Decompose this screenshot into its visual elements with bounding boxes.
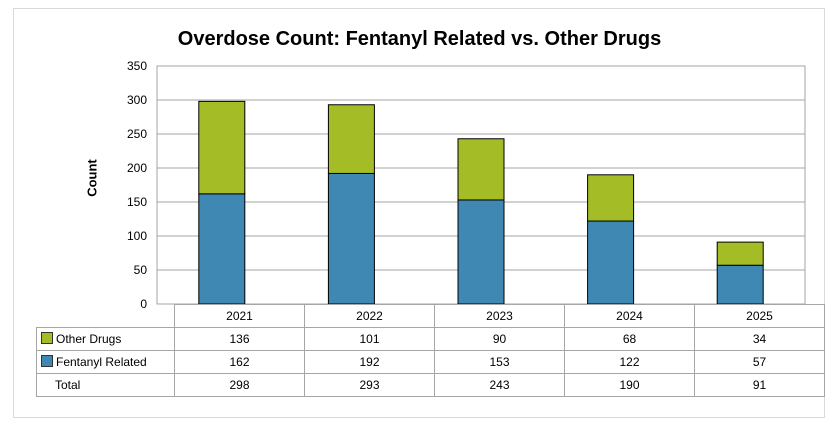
bar-fentanyl-related-2022	[327, 172, 375, 305]
data-label: 162	[174, 350, 305, 374]
bar-other-drugs-2023	[457, 138, 505, 201]
data-label: 293	[304, 373, 435, 397]
table-row: Total 298 293 243 190 91	[36, 373, 825, 397]
legend-entry: Total	[36, 373, 175, 397]
legend-entry: Other Drugs	[36, 327, 175, 351]
y-tick-label: 150	[127, 195, 147, 209]
data-label: 136	[174, 327, 305, 351]
y-tick-label: 50	[134, 263, 148, 277]
chart-title: Overdose Count: Fentanyl Related vs. Oth…	[177, 28, 662, 50]
table-row: Other Drugs 136 101 90 68 34	[36, 327, 825, 351]
bar-other-drugs-2024	[587, 174, 635, 222]
row-label: Total	[55, 378, 81, 392]
bar-fentanyl-related-2023	[457, 199, 505, 305]
data-label: 57	[694, 350, 825, 374]
y-tick-label: 100	[127, 229, 147, 243]
data-label: 153	[434, 350, 565, 374]
y-tick-label: 200	[127, 161, 147, 175]
legend-swatch	[41, 355, 53, 367]
x-tick-label: 2021	[174, 304, 305, 328]
bar-other-drugs-2025	[716, 241, 764, 266]
data-label: 101	[304, 327, 435, 351]
data-table: 2021 2022 2023 2024 2025 Other Drugs 136 101 90 6…	[36, 304, 825, 397]
legend-entry: Fentanyl Related	[36, 350, 175, 374]
bar-other-drugs-2021	[198, 100, 246, 195]
y-tick-label: 350	[127, 59, 147, 73]
data-label: 192	[304, 350, 435, 374]
data-label: 34	[694, 327, 825, 351]
y-tick-label: 250	[127, 127, 147, 141]
bar-fentanyl-related-2021	[198, 193, 246, 305]
x-tick-label: 2023	[434, 304, 565, 328]
data-label: 243	[434, 373, 565, 397]
x-tick-label: 2024	[564, 304, 695, 328]
bar-other-drugs-2022	[327, 104, 375, 174]
data-label: 190	[564, 373, 695, 397]
table-corner	[36, 304, 175, 328]
data-label: 90	[434, 327, 565, 351]
y-tick-label: 0	[140, 297, 147, 311]
row-label: Other Drugs	[56, 332, 122, 346]
legend-swatch	[41, 332, 53, 344]
y-tick-label: 300	[127, 93, 147, 107]
table-row: Fentanyl Related 162 192 153 122 57	[36, 350, 825, 374]
data-label: 122	[564, 350, 695, 374]
data-label: 91	[694, 373, 825, 397]
data-label: 68	[564, 327, 695, 351]
bar-fentanyl-related-2025	[716, 264, 764, 305]
data-label: 298	[174, 373, 305, 397]
bar-fentanyl-related-2024	[587, 220, 635, 305]
row-label: Fentanyl Related	[56, 355, 147, 369]
x-tick-label: 2022	[304, 304, 435, 328]
x-tick-label: 2025	[694, 304, 825, 328]
